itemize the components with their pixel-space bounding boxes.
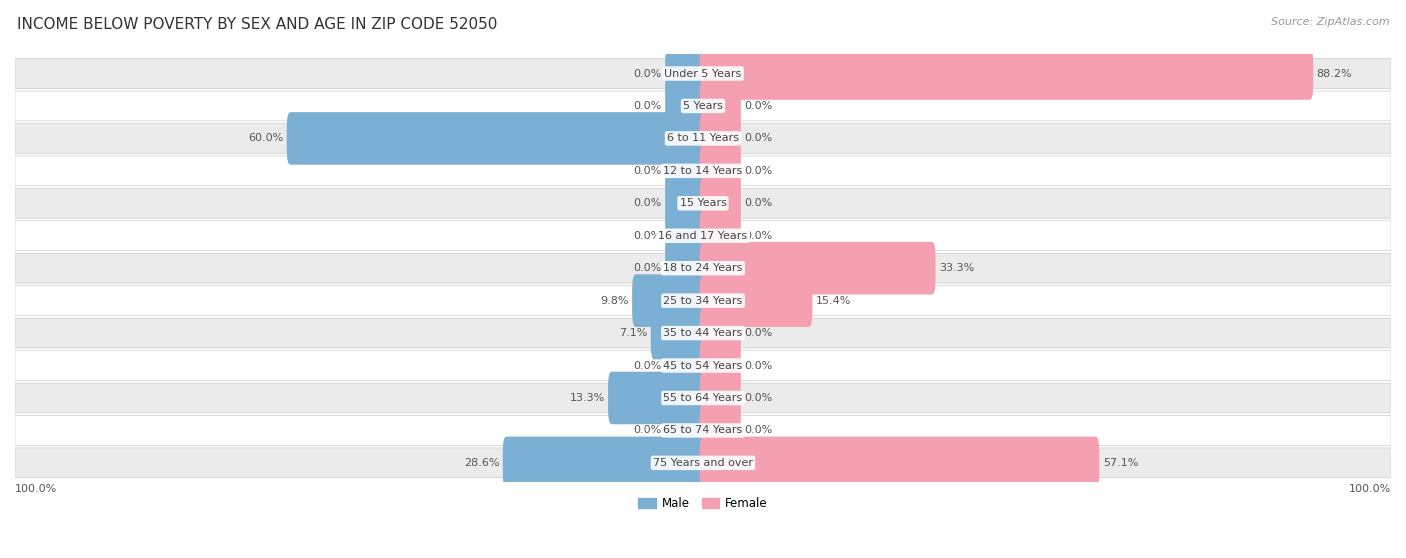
Text: 6 to 11 Years: 6 to 11 Years <box>666 133 740 143</box>
Text: 12 to 14 Years: 12 to 14 Years <box>664 166 742 176</box>
Text: 0.0%: 0.0% <box>744 360 772 371</box>
FancyBboxPatch shape <box>15 318 1391 348</box>
Text: 0.0%: 0.0% <box>744 198 772 208</box>
Text: Under 5 Years: Under 5 Years <box>665 69 741 79</box>
Text: 28.6%: 28.6% <box>464 458 499 468</box>
Text: 0.0%: 0.0% <box>744 101 772 111</box>
Text: 57.1%: 57.1% <box>1102 458 1137 468</box>
Text: 0.0%: 0.0% <box>634 425 662 435</box>
Text: 100.0%: 100.0% <box>1348 484 1391 494</box>
Text: 0.0%: 0.0% <box>634 360 662 371</box>
FancyBboxPatch shape <box>15 350 1391 381</box>
Text: 0.0%: 0.0% <box>744 231 772 240</box>
Text: 75 Years and over: 75 Years and over <box>652 458 754 468</box>
FancyBboxPatch shape <box>700 209 741 262</box>
FancyBboxPatch shape <box>700 80 741 132</box>
FancyBboxPatch shape <box>700 436 1099 489</box>
Text: 5 Years: 5 Years <box>683 101 723 111</box>
FancyBboxPatch shape <box>15 286 1391 316</box>
Legend: Male, Female: Male, Female <box>634 493 772 515</box>
Text: 0.0%: 0.0% <box>634 69 662 79</box>
Text: 7.1%: 7.1% <box>619 328 647 338</box>
Text: Source: ZipAtlas.com: Source: ZipAtlas.com <box>1271 17 1389 27</box>
FancyBboxPatch shape <box>700 372 741 424</box>
FancyBboxPatch shape <box>700 307 741 359</box>
FancyBboxPatch shape <box>287 112 706 165</box>
Text: 0.0%: 0.0% <box>744 133 772 143</box>
FancyBboxPatch shape <box>15 59 1391 89</box>
FancyBboxPatch shape <box>15 189 1391 218</box>
FancyBboxPatch shape <box>15 221 1391 251</box>
FancyBboxPatch shape <box>700 242 935 295</box>
FancyBboxPatch shape <box>503 436 706 489</box>
FancyBboxPatch shape <box>633 275 706 327</box>
Text: 0.0%: 0.0% <box>744 328 772 338</box>
Text: 18 to 24 Years: 18 to 24 Years <box>664 263 742 273</box>
FancyBboxPatch shape <box>700 47 1313 100</box>
Text: INCOME BELOW POVERTY BY SEX AND AGE IN ZIP CODE 52050: INCOME BELOW POVERTY BY SEX AND AGE IN Z… <box>17 17 498 32</box>
FancyBboxPatch shape <box>15 123 1391 153</box>
Text: 0.0%: 0.0% <box>634 231 662 240</box>
FancyBboxPatch shape <box>665 177 706 229</box>
Text: 55 to 64 Years: 55 to 64 Years <box>664 393 742 403</box>
Text: 16 and 17 Years: 16 and 17 Years <box>658 231 748 240</box>
Text: 100.0%: 100.0% <box>15 484 58 494</box>
FancyBboxPatch shape <box>700 177 741 229</box>
Text: 60.0%: 60.0% <box>247 133 284 143</box>
FancyBboxPatch shape <box>665 47 706 100</box>
FancyBboxPatch shape <box>665 145 706 197</box>
Text: 25 to 34 Years: 25 to 34 Years <box>664 296 742 306</box>
FancyBboxPatch shape <box>665 209 706 262</box>
FancyBboxPatch shape <box>700 275 813 327</box>
Text: 15 Years: 15 Years <box>679 198 727 208</box>
Text: 0.0%: 0.0% <box>744 166 772 176</box>
Text: 9.8%: 9.8% <box>600 296 628 306</box>
Text: 15.4%: 15.4% <box>815 296 851 306</box>
FancyBboxPatch shape <box>15 156 1391 186</box>
FancyBboxPatch shape <box>15 416 1391 445</box>
Text: 33.3%: 33.3% <box>939 263 974 273</box>
FancyBboxPatch shape <box>700 145 741 197</box>
FancyBboxPatch shape <box>15 383 1391 413</box>
Text: 0.0%: 0.0% <box>634 198 662 208</box>
FancyBboxPatch shape <box>15 253 1391 283</box>
FancyBboxPatch shape <box>665 339 706 392</box>
Text: 0.0%: 0.0% <box>634 101 662 111</box>
FancyBboxPatch shape <box>15 448 1391 478</box>
FancyBboxPatch shape <box>700 112 741 165</box>
Text: 13.3%: 13.3% <box>569 393 605 403</box>
Text: 0.0%: 0.0% <box>744 393 772 403</box>
FancyBboxPatch shape <box>665 404 706 456</box>
FancyBboxPatch shape <box>700 404 741 456</box>
Text: 45 to 54 Years: 45 to 54 Years <box>664 360 742 371</box>
FancyBboxPatch shape <box>607 372 706 424</box>
Text: 0.0%: 0.0% <box>634 263 662 273</box>
FancyBboxPatch shape <box>15 91 1391 121</box>
Text: 0.0%: 0.0% <box>634 166 662 176</box>
FancyBboxPatch shape <box>700 339 741 392</box>
Text: 35 to 44 Years: 35 to 44 Years <box>664 328 742 338</box>
Text: 88.2%: 88.2% <box>1316 69 1353 79</box>
FancyBboxPatch shape <box>665 80 706 132</box>
FancyBboxPatch shape <box>665 242 706 295</box>
Text: 65 to 74 Years: 65 to 74 Years <box>664 425 742 435</box>
FancyBboxPatch shape <box>651 307 706 359</box>
Text: 0.0%: 0.0% <box>744 425 772 435</box>
